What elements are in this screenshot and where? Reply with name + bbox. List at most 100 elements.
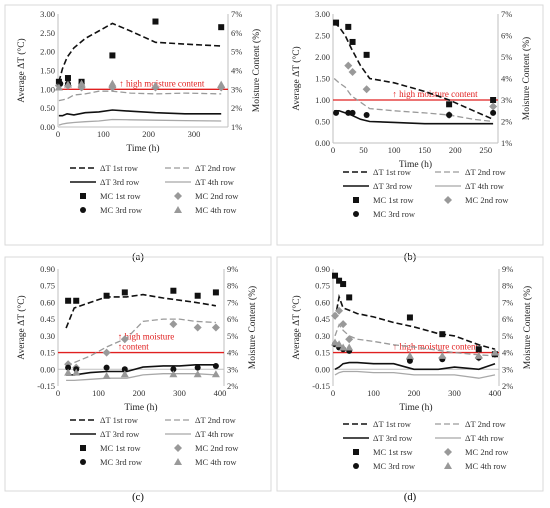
- legend-swatch: [80, 207, 86, 213]
- y2-tick-label: 5%: [227, 331, 238, 341]
- x-tick-label: 0: [56, 388, 60, 398]
- legend-swatch: [174, 206, 182, 213]
- data-point: [170, 366, 177, 373]
- data-point: [405, 351, 414, 359]
- data-point: [194, 364, 201, 371]
- series-line: [65, 293, 217, 329]
- legend-label: MC 1st rsw: [373, 447, 414, 457]
- data-point: [72, 368, 81, 376]
- legend-swatch: [353, 211, 359, 217]
- legend-label: ΔT 1st row: [373, 167, 412, 177]
- x-tick-label: 200: [408, 388, 421, 398]
- data-point: [406, 314, 413, 321]
- y2-tick-label: 5%: [231, 47, 242, 57]
- data-point: [169, 320, 178, 329]
- y2-tick-label: 9%: [227, 264, 238, 274]
- legend-label: MC 2nd row: [465, 447, 509, 457]
- data-point: [211, 323, 220, 332]
- chart-panel-1: 0.00 0.50 1.00 1.50 2.00 2.50 3.00 1% 2% 3% 4% 5% 6%…: [4, 4, 272, 246]
- legend-label: ΔT 2nd row: [465, 167, 507, 177]
- x-tick-label: 50: [359, 145, 368, 155]
- y-tick-label: 0.90: [315, 264, 330, 274]
- y-axis-label: Average ΔT (°C): [291, 295, 302, 359]
- data-point: [346, 294, 353, 301]
- series-line: [334, 323, 496, 357]
- legend-label: ΔT 2nd row: [465, 419, 507, 429]
- data-point: [489, 102, 498, 111]
- threshold-annotation: ↑content: [118, 342, 149, 352]
- y2-tick-label: 7%: [227, 297, 238, 307]
- y-tick-label: 0.30: [315, 331, 330, 341]
- legend-label: ΔT 1st row: [100, 415, 139, 425]
- y-tick-label: 0.90: [40, 264, 55, 274]
- data-point: [490, 109, 497, 116]
- legend-label: ΔT 2nd row: [195, 415, 237, 425]
- y2-tick-label: 1%: [231, 122, 242, 132]
- data-point: [211, 370, 220, 378]
- y2-tick-label: 3%: [227, 364, 238, 374]
- x-tick-label: 100: [97, 129, 110, 139]
- data-point: [333, 109, 340, 116]
- data-point: [363, 51, 370, 58]
- data-point: [336, 277, 343, 284]
- y-tick-label: 0.00: [315, 138, 330, 148]
- y-tick-label: 2.00: [40, 47, 55, 57]
- legend-swatch: [80, 193, 86, 199]
- x-tick-label: 400: [214, 388, 227, 398]
- y2-tick-label: 7%: [502, 297, 513, 307]
- y-tick-label: 0.50: [40, 103, 55, 113]
- y-tick-label: 0.00: [40, 122, 55, 132]
- data-point: [474, 351, 483, 359]
- series-line: [333, 21, 494, 121]
- data-point: [77, 79, 86, 87]
- x-tick-label: 100: [367, 388, 380, 398]
- legend-label: ΔT 4th row: [465, 181, 505, 191]
- data-point: [446, 101, 453, 108]
- y2-axis-label: Moisture Content (%): [521, 37, 532, 120]
- series-line: [66, 363, 216, 376]
- data-point: [121, 366, 128, 373]
- y-tick-label: 2.50: [40, 28, 55, 38]
- data-point: [102, 371, 111, 379]
- threshold-annotation: ↑ high moisture content: [393, 342, 479, 352]
- y-tick-label: 0.60: [315, 297, 330, 307]
- y-tick-label: -0.15: [312, 381, 330, 391]
- y-axis-label: Average ΔT (°C): [16, 295, 27, 359]
- legend-label: MC 3rd row: [100, 205, 143, 215]
- data-point: [64, 368, 73, 376]
- y-tick-label: 0.00: [40, 364, 55, 374]
- y-tick-label: 0.45: [315, 314, 330, 324]
- data-point: [332, 272, 339, 279]
- data-point: [64, 75, 71, 82]
- data-point: [217, 80, 226, 88]
- series-line: [334, 110, 494, 125]
- panel-caption: (d): [404, 492, 417, 503]
- x-tick-label: 150: [418, 145, 431, 155]
- data-point: [438, 351, 447, 359]
- x-axis-label: Time (h): [399, 159, 432, 170]
- x-tick-label: 0: [331, 388, 335, 398]
- y2-tick-label: 6%: [501, 31, 512, 41]
- legend-label: MC 2nd row: [195, 191, 239, 201]
- data-point: [344, 61, 353, 70]
- legend-label: ΔT 4th row: [195, 177, 235, 187]
- x-tick-label: 300: [448, 388, 461, 398]
- data-point: [439, 331, 446, 338]
- y-axis-label: Average ΔT (°C): [291, 46, 302, 110]
- series-line: [334, 370, 496, 379]
- y2-tick-label: 5%: [501, 52, 512, 62]
- y2-axis-label: Moisture Content (%): [247, 286, 258, 369]
- y2-tick-label: 7%: [231, 9, 242, 19]
- legend-label: MC 4th row: [465, 461, 507, 471]
- series-line: [334, 361, 496, 371]
- x-tick-label: 200: [142, 129, 155, 139]
- data-point: [193, 370, 202, 378]
- y-tick-label: 3.00: [315, 9, 330, 19]
- data-point: [54, 83, 63, 91]
- legend-label: MC 1st row: [100, 191, 141, 201]
- legend-swatch: [174, 444, 182, 452]
- legend-swatch: [444, 462, 452, 469]
- legend-label: MC 1st row: [373, 195, 414, 205]
- data-point: [121, 289, 128, 296]
- x-tick-label: 300: [188, 129, 201, 139]
